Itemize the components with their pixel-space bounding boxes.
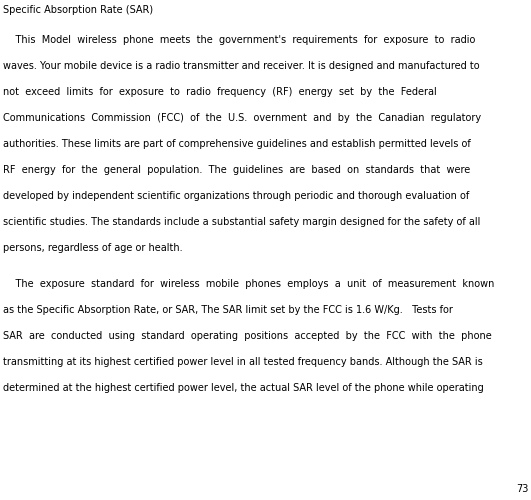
Text: The  exposure  standard  for  wireless  mobile  phones  employs  a  unit  of  me: The exposure standard for wireless mobil… (3, 279, 494, 289)
Text: scientific studies. The standards include a substantial safety margin designed f: scientific studies. The standards includ… (3, 217, 481, 227)
Text: not  exceed  limits  for  exposure  to  radio  frequency  (RF)  energy  set  by : not exceed limits for exposure to radio … (3, 87, 437, 97)
Text: persons, regardless of age or health.: persons, regardless of age or health. (3, 243, 183, 253)
Text: transmitting at its highest certified power level in all tested frequency bands.: transmitting at its highest certified po… (3, 357, 483, 367)
Text: RF  energy  for  the  general  population.  The  guidelines  are  based  on  sta: RF energy for the general population. Th… (3, 165, 470, 175)
Text: developed by independent scientific organizations through periodic and thorough : developed by independent scientific orga… (3, 191, 469, 201)
Text: authorities. These limits are part of comprehensive guidelines and establish per: authorities. These limits are part of co… (3, 139, 471, 149)
Text: as the Specific Absorption Rate, or SAR, The SAR limit set by the FCC is 1.6 W/K: as the Specific Absorption Rate, or SAR,… (3, 305, 453, 315)
Text: Specific Absorption Rate (SAR): Specific Absorption Rate (SAR) (3, 5, 153, 15)
Text: SAR  are  conducted  using  standard  operating  positions  accepted  by  the  F: SAR are conducted using standard operati… (3, 331, 492, 341)
Text: 73: 73 (516, 484, 528, 494)
Text: determined at the highest certified power level, the actual SAR level of the pho: determined at the highest certified powe… (3, 383, 484, 393)
Text: Communications  Commission  (FCC)  of  the  U.S.  overnment  and  by  the  Canad: Communications Commission (FCC) of the U… (3, 113, 481, 123)
Text: This  Model  wireless  phone  meets  the  government's  requirements  for  expos: This Model wireless phone meets the gove… (3, 35, 475, 45)
Text: waves. Your mobile device is a radio transmitter and receiver. It is designed an: waves. Your mobile device is a radio tra… (3, 61, 479, 71)
